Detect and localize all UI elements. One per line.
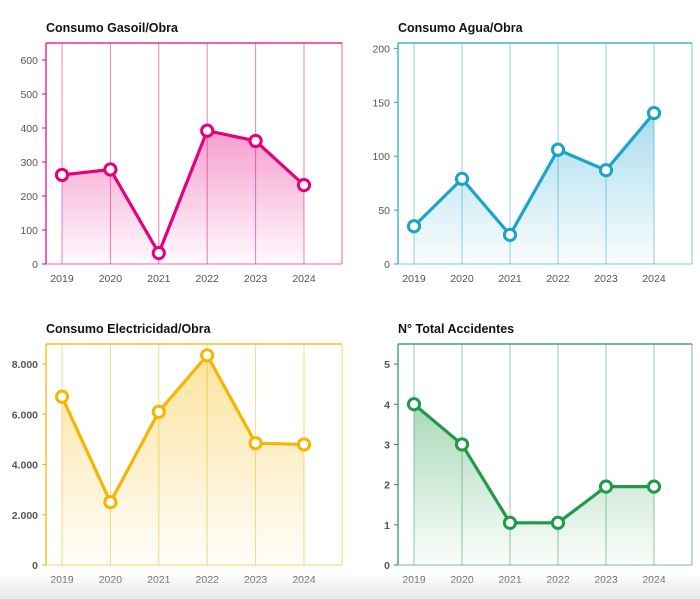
agua-y-tick-label: 150: [372, 97, 390, 109]
electricidad-y-tick-label: 8.000: [12, 359, 38, 371]
gasoil-point-2019[interactable]: [54, 167, 70, 183]
agua-point-2019[interactable]: [406, 219, 422, 234]
accidentes-x-tick-label: 2021: [498, 574, 522, 586]
gasoil-y-tick-label: 300: [20, 157, 38, 169]
gasoil-point-2023[interactable]: [248, 133, 263, 149]
accidentes-y-tick-label: 5: [384, 359, 390, 371]
accidentes-point-2022[interactable]: [550, 515, 566, 530]
gasoil-x-tick-label: 2022: [196, 273, 220, 285]
gasoil-y-tick-label: 100: [20, 225, 38, 237]
gasoil-area-fill: [62, 130, 304, 264]
accidentes-series-line: [412, 402, 656, 525]
accidentes-y-tick-label: 2: [384, 480, 390, 492]
accidentes-point-2019[interactable]: [406, 397, 422, 412]
accidentes-point-2023[interactable]: [598, 479, 614, 494]
electricidad-y-tick-label: 6.000: [12, 409, 38, 421]
accidentes-x-tick-label: 2024: [642, 574, 666, 586]
accidentes-y-tick-label: 0: [384, 560, 390, 572]
accidentes-y-tick-label: 1: [384, 520, 390, 532]
gasoil-chart-title: Consumo Gasoil/Obra: [46, 21, 179, 35]
accidentes-x-tick-label: 2020: [450, 574, 474, 586]
gasoil-point-2024[interactable]: [296, 178, 312, 193]
electricidad-series-line: [60, 353, 306, 504]
electricidad-point-2022[interactable]: [200, 348, 215, 363]
agua-y-tick-label: 0: [384, 259, 390, 271]
accidentes-point-2024[interactable]: [646, 479, 662, 494]
electricidad-point-2019[interactable]: [54, 389, 70, 404]
accidentes-x-tick-label: 2019: [402, 574, 426, 586]
electricidad-point-2023[interactable]: [248, 436, 263, 451]
gasoil-point-2022[interactable]: [200, 123, 215, 138]
gasoil-point-2021[interactable]: [151, 246, 166, 261]
agua-x-tick-label: 2021: [498, 273, 522, 285]
agua-area-fill: [414, 113, 654, 264]
gasoil-x-tick-label: 2021: [147, 273, 171, 285]
agua-point-2023[interactable]: [598, 163, 614, 178]
electricidad-y-tick-label: 0: [32, 560, 38, 572]
agua-point-2022[interactable]: [550, 142, 566, 157]
electricidad-point-2024[interactable]: [296, 437, 312, 452]
agua-point-2024[interactable]: [646, 105, 662, 121]
gasoil-y-tick-label: 400: [20, 123, 38, 135]
accidentes-point-2021[interactable]: [502, 515, 518, 530]
gasoil-y-tick-label: 500: [20, 89, 38, 101]
agua-series-line: [412, 111, 656, 237]
agua-x-tick-label: 2022: [546, 273, 570, 285]
agua-x-tick-label: 2023: [594, 273, 618, 285]
agua-x-tick-label: 2024: [642, 273, 666, 285]
gasoil-y-tick-label: 200: [20, 191, 38, 203]
electricidad-point-2021[interactable]: [151, 404, 166, 419]
accidentes-y-tick-label: 3: [384, 439, 390, 451]
gasoil-series-line: [60, 129, 306, 255]
gasoil-x-tick-label: 2024: [292, 273, 316, 285]
agua-x-tick-label: 2019: [402, 273, 426, 285]
electricidad-point-2020[interactable]: [103, 495, 118, 510]
gasoil-y-tick-label: 0: [32, 259, 38, 271]
electricidad-y-tick-label: 2.000: [12, 510, 38, 522]
accidentes-x-tick-label: 2022: [546, 574, 570, 586]
accidentes-point-2020[interactable]: [454, 437, 470, 452]
agua-x-tick-label: 2020: [450, 273, 474, 285]
agua-y-tick-label: 50: [378, 205, 390, 217]
agua-point-2021[interactable]: [502, 227, 518, 242]
gasoil-x-tick-label: 2023: [244, 273, 268, 285]
accidentes-y-tick-label: 4: [384, 399, 390, 411]
electricidad-chart-title: Consumo Electricidad/Obra: [46, 322, 212, 336]
agua-point-2020[interactable]: [454, 171, 470, 186]
agua-y-tick-label: 200: [372, 43, 390, 55]
electricidad-area-fill: [62, 355, 304, 565]
accidentes-x-tick-label: 2023: [594, 574, 618, 586]
agua-chart-title: Consumo Agua/Obra: [398, 21, 524, 35]
electricidad-y-tick-label: 4.000: [12, 460, 38, 472]
agua-y-tick-label: 100: [372, 151, 390, 163]
gasoil-x-tick-label: 2020: [99, 273, 123, 285]
gasoil-point-2020[interactable]: [103, 162, 118, 177]
accidentes-area-fill: [414, 404, 654, 565]
accidentes-chart-title: N° Total Accidentes: [398, 322, 514, 336]
gasoil-y-tick-label: 600: [20, 55, 38, 67]
gasoil-x-tick-label: 2019: [50, 273, 74, 285]
